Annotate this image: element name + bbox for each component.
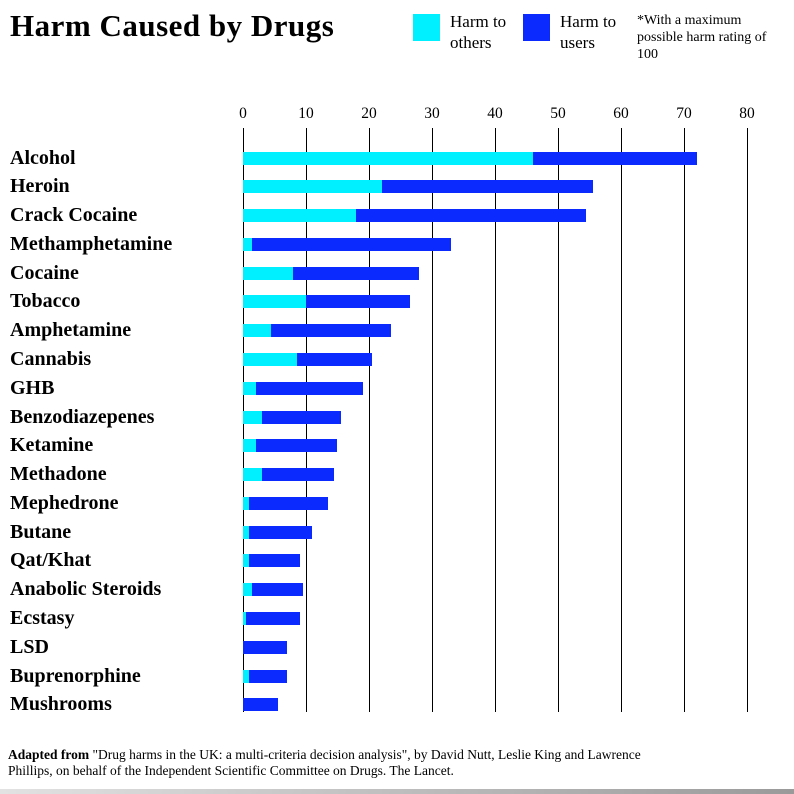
harm-to-others-segment — [243, 439, 256, 453]
harm-to-users-segment — [261, 468, 335, 482]
axis-tick-label: 80 — [739, 105, 755, 122]
harm-to-users-segment — [243, 640, 288, 654]
harm-to-others-segment — [243, 209, 357, 223]
category-label: Benzodiazepenes — [10, 405, 155, 428]
axis-tick-label: 30 — [424, 105, 440, 122]
category-label: GHB — [10, 376, 55, 399]
gridline — [621, 128, 622, 712]
category-label: Anabolic Steroids — [10, 578, 162, 601]
axis-tick-label: 10 — [298, 105, 314, 122]
harm-to-others-segment — [243, 410, 262, 424]
harm-to-users-segment — [249, 554, 300, 568]
gridline — [747, 128, 748, 712]
harm-to-users-segment — [249, 496, 329, 510]
chart-title: Harm Caused by Drugs — [10, 8, 335, 43]
harm-to-others-segment — [243, 669, 250, 683]
harm-to-others-segment — [243, 151, 533, 165]
harm-to-users-segment — [243, 698, 278, 712]
harm-to-users-segment — [252, 583, 303, 597]
source-attribution-prefix: Adapted from — [8, 747, 90, 762]
harm-to-users-segment — [356, 209, 587, 223]
axis-tick-label: 70 — [676, 105, 692, 122]
harm-to-others-segment — [243, 324, 272, 338]
source-attribution-text: "Drug harms in the UK: a multi-criteria … — [8, 747, 641, 778]
category-label: Mushrooms — [10, 693, 112, 716]
category-label: Alcohol — [10, 146, 76, 169]
legend-label-harm-to-others: Harm to others — [450, 12, 507, 52]
category-label: Methadone — [10, 463, 107, 486]
category-label: Methamphetamine — [10, 232, 173, 255]
harm-to-others-segment — [243, 295, 306, 309]
legend-label-harm-to-users: Harm to users — [560, 12, 617, 52]
gridline — [684, 128, 685, 712]
harm-to-others-segment — [243, 583, 253, 597]
gridline — [558, 128, 559, 712]
harm-to-others-segment — [243, 352, 297, 366]
category-label: Butane — [10, 520, 72, 543]
category-label: Ketamine — [10, 434, 94, 457]
category-label: Mephedrone — [10, 491, 119, 514]
harm-to-others-segment — [243, 237, 253, 251]
category-label: Qat/Khat — [10, 549, 92, 572]
axis-tick-label: 60 — [613, 105, 629, 122]
max-rating-footnote: *With a maximum possible harm rating of … — [637, 13, 767, 62]
harm-to-users-segment — [255, 439, 338, 453]
category-label: Amphetamine — [10, 319, 132, 342]
harm-to-others-segment — [243, 496, 250, 510]
bottom-edge-strip — [0, 789, 794, 794]
gridline — [495, 128, 496, 712]
gridline — [432, 128, 433, 712]
harm-to-others-segment — [243, 468, 262, 482]
axis-tick-label: 20 — [361, 105, 377, 122]
harm-to-others-segment — [243, 525, 250, 539]
harm-to-others-swatch-icon — [413, 14, 440, 41]
harm-to-users-segment — [255, 381, 363, 395]
gridline — [369, 128, 370, 712]
axis-tick-label: 40 — [487, 105, 503, 122]
harm-to-others-segment — [243, 180, 382, 194]
category-label: Cocaine — [10, 261, 79, 284]
category-label: Buprenorphine — [10, 664, 141, 687]
category-label: Crack Cocaine — [10, 204, 138, 227]
harm-to-users-segment — [252, 237, 451, 251]
harm-to-users-swatch-icon — [523, 14, 550, 41]
category-label: Cannabis — [10, 347, 92, 370]
category-label: Tobacco — [10, 290, 81, 313]
harm-to-users-segment — [306, 295, 410, 309]
category-label: Ecstasy — [10, 606, 75, 629]
harm-to-others-segment — [243, 611, 247, 625]
harm-to-users-segment — [293, 266, 420, 280]
harm-to-users-segment — [246, 611, 300, 625]
harm-to-users-segment — [249, 669, 288, 683]
category-label: Heroin — [10, 175, 70, 198]
harm-to-users-segment — [249, 525, 313, 539]
category-label: LSD — [10, 635, 49, 658]
axis-tick-label: 50 — [550, 105, 566, 122]
harm-to-users-segment — [381, 180, 593, 194]
source-attribution: Adapted from "Drug harms in the UK: a mu… — [8, 747, 684, 779]
harm-to-users-segment — [271, 324, 392, 338]
harm-to-users-segment — [296, 352, 373, 366]
axis-tick-label: 0 — [239, 105, 247, 122]
harm-to-users-segment — [532, 151, 697, 165]
harm-to-users-segment — [261, 410, 341, 424]
harm-to-others-segment — [243, 554, 250, 568]
harm-to-others-segment — [243, 381, 256, 395]
harm-to-others-segment — [243, 266, 294, 280]
